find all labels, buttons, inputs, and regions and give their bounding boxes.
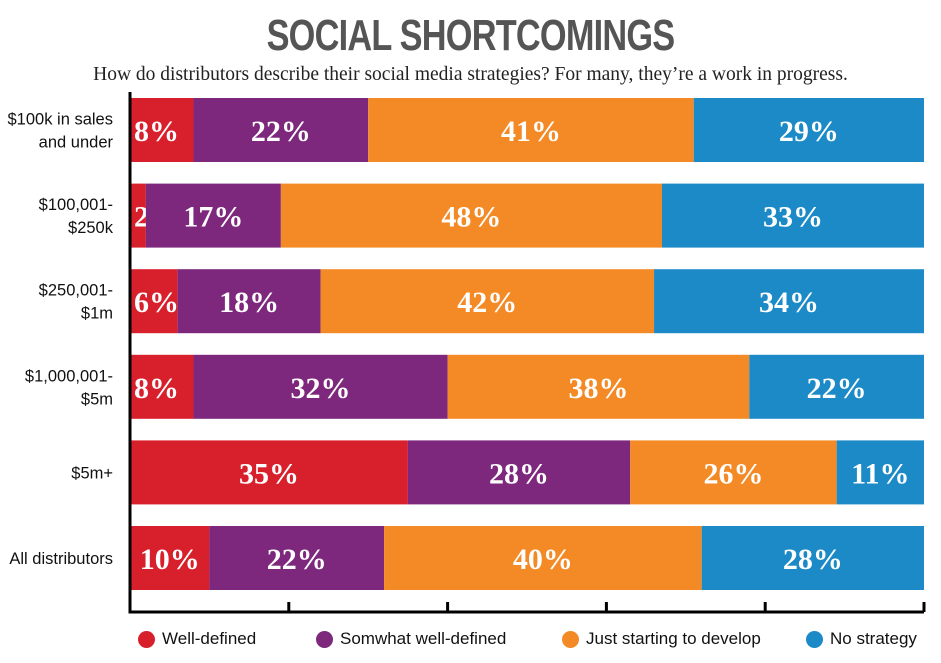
data-label: 22% (807, 372, 867, 405)
legend-swatch (316, 630, 333, 648)
legend-swatch (562, 630, 579, 648)
bar-segment-no-strategy (836, 440, 924, 505)
row-label: $100k in sales (8, 111, 114, 129)
legend-label: Well-defined (162, 629, 257, 648)
data-label: 33% (763, 201, 823, 234)
x-axis (128, 92, 926, 614)
bar-segment-no-strategy (749, 354, 924, 419)
row-label: $5m (81, 390, 113, 408)
data-label: 6% (134, 286, 179, 319)
row-labels-group: $100k in sales and under $100,001- $250k $25… (8, 111, 114, 569)
bar-segment-well-defined (130, 269, 178, 334)
bar-segment-just-starting-to-develop (368, 98, 694, 162)
data-label: 28% (489, 457, 549, 490)
chart-title: SOCIAL SHORTCOMINGS (266, 11, 676, 60)
data-label: 11% (851, 457, 909, 490)
data-label: 10% (140, 543, 200, 576)
row-label: $5m+ (71, 464, 113, 482)
row-label: $250k (68, 219, 114, 237)
bar-segment-somwhat-well-defined (177, 269, 321, 334)
row-label: $1,000,001- (25, 367, 113, 385)
row-label: and under (39, 134, 114, 152)
legend-label: Somwhat well-defined (340, 629, 507, 648)
bar-segment-just-starting-to-develop (384, 526, 702, 590)
data-label: 32% (291, 372, 351, 405)
data-label: 28% (783, 543, 843, 576)
data-label: 26% (703, 457, 763, 490)
data-label: 40% (513, 543, 573, 576)
row-label: $100,001- (39, 196, 113, 214)
bar-segment-somwhat-well-defined (193, 98, 369, 162)
bar-segment-well-defined (130, 354, 194, 419)
legend-item: Well-defined (138, 624, 256, 654)
data-label: 38% (568, 372, 628, 405)
data-label: 42% (457, 286, 517, 319)
bar-segment-somwhat-well-defined (145, 183, 281, 248)
bar-segment-no-strategy (661, 183, 924, 248)
bar-segment-somwhat-well-defined (209, 526, 385, 590)
chart-subtitle: How do distributors describe their socia… (93, 64, 848, 85)
bar-segment-well-defined (130, 98, 194, 162)
bar-segment-just-starting-to-develop (280, 183, 662, 248)
bar-segment-somwhat-well-defined (407, 440, 631, 505)
data-label: 22% (267, 543, 327, 576)
row-label: All distributors (9, 550, 113, 568)
legend-label: No strategy (830, 629, 917, 648)
data-label: 29% (779, 115, 839, 148)
data-label: 17% (183, 201, 243, 234)
bar-segment-no-strategy (654, 269, 924, 334)
data-label: 18% (219, 286, 279, 319)
legend: Well-defined Somwhat well-defined Just sta… (0, 624, 941, 654)
bar-segment-well-defined (130, 526, 210, 590)
bar-segment-just-starting-to-develop (447, 354, 750, 419)
legend-swatch (138, 630, 155, 648)
bar-segment-no-strategy (701, 526, 924, 590)
data-label: 41% (501, 115, 561, 148)
data-label: 34% (759, 286, 819, 319)
bar-segment-well-defined (130, 440, 408, 505)
data-label: 8% (134, 372, 179, 405)
bar-segment-well-defined (130, 183, 146, 248)
row-label: $1m (81, 305, 113, 323)
stacked-bar-chart: 8%22%41%29%2%17%48%33%6%18%42%34%8%32%38… (8, 92, 926, 614)
bar-segment-somwhat-well-defined (193, 354, 448, 419)
bar-segment-just-starting-to-develop (630, 440, 837, 505)
bars-group: 8%22%41%29%2%17%48%33%6%18%42%34%8%32%38… (130, 98, 924, 590)
bar-segment-just-starting-to-develop (320, 269, 655, 334)
legend-item: No strategy (806, 624, 917, 654)
row-label: $250,001- (39, 282, 113, 300)
data-label: 35% (239, 457, 299, 490)
data-label: 8% (134, 115, 179, 148)
legend-item: Somwhat well-defined (316, 624, 506, 654)
legend-label: Just starting to develop (586, 629, 761, 648)
legend-item: Just starting to develop (562, 624, 761, 654)
legend-swatch (806, 630, 823, 648)
bar-segment-no-strategy (693, 98, 924, 162)
data-label: 22% (251, 115, 311, 148)
data-label: 48% (441, 201, 501, 234)
